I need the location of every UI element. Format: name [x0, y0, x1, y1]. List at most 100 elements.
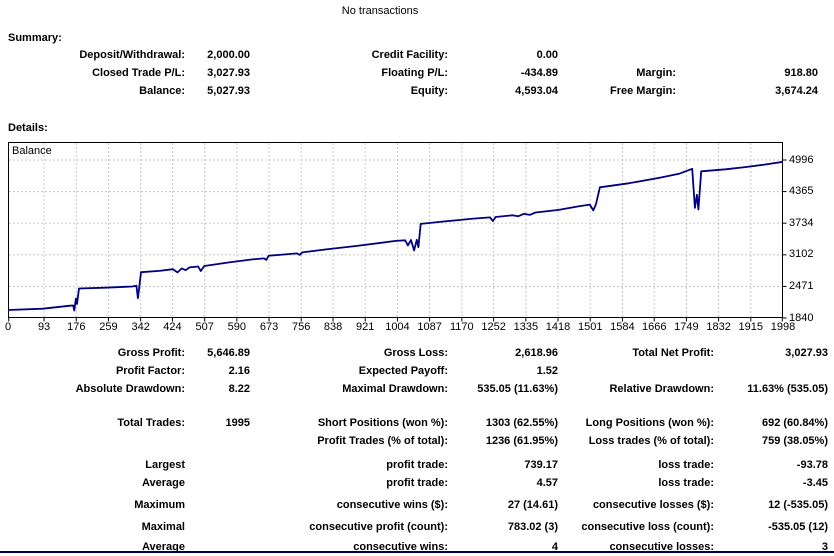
stat-value: 3,027.93: [207, 67, 250, 79]
stat-label: Largest: [145, 459, 185, 471]
stat-label: profit trade:: [386, 459, 448, 471]
stat-value: 1.52: [536, 365, 558, 377]
stat-value: 11.63% (535.05): [747, 383, 828, 395]
stat-label: Free Margin:: [609, 85, 676, 97]
no-transactions-message: No transactions: [341, 5, 419, 17]
stat-value: [185, 518, 250, 536]
stats-row: Profit Trades (% of total): 1236 (61.95%)…: [0, 432, 828, 450]
stats-row: Deposit/Withdrawal: 2,000.00 Credit Facili…: [0, 46, 818, 64]
stat-label: Margin:: [636, 67, 676, 79]
stat-value: 2.16: [228, 365, 250, 377]
x-tick-label: 1832: [706, 321, 731, 333]
stat-value: 2,618.96: [515, 347, 558, 359]
stat-value: -93.78: [796, 459, 828, 471]
stats-row: Maximum consecutive wins ($): 27 (14.61) co…: [0, 496, 828, 514]
plot-border: [8, 142, 783, 318]
summary-table: Deposit/Withdrawal: 2,000.00 Credit Facili…: [0, 46, 818, 100]
stat-value: -535.05 (12): [768, 521, 828, 533]
stat-label: Loss trades (% of total):: [588, 435, 714, 447]
y-tick-label: 4365: [789, 185, 814, 198]
stat-label: Balance:: [139, 85, 185, 97]
stats-row: Profit Factor: 2.16 Expected Payoff: 1.52: [0, 362, 828, 380]
details-heading: Details:: [8, 122, 48, 134]
stat-label: Equity:: [410, 85, 448, 97]
stat-value: 535.05 (11.63%): [477, 383, 558, 395]
stat-value: 2,000.00: [207, 49, 250, 61]
stat-label: loss trade:: [658, 477, 714, 489]
stat-value: [185, 496, 250, 514]
x-tick-label: 93: [37, 321, 51, 333]
stat-value: [185, 432, 250, 450]
stat-label: Total Net Profit:: [632, 347, 714, 359]
y-tick-label: 2471: [789, 279, 814, 292]
stat-value: [185, 474, 250, 492]
stat-value: 27 (14.61): [507, 499, 558, 511]
stat-label: consecutive losses ($):: [592, 499, 714, 511]
x-tick-label: 1915: [738, 321, 764, 333]
x-tick-label: 921: [356, 321, 375, 333]
x-tick-label: 1666: [641, 321, 667, 333]
stats-row: Balance: 5,027.93 Equity: 4,593.04 Free Marg…: [0, 82, 818, 100]
x-tick-label: 756: [292, 321, 311, 333]
stat-label: Credit Facility:: [371, 49, 448, 61]
chart-series-label: Balance: [12, 145, 52, 157]
x-tick-label: 1998: [770, 321, 796, 333]
stat-value: -434.89: [520, 67, 558, 79]
stats-row: Maximal consecutive profit (count): 783.02…: [0, 518, 828, 536]
stats-row: Total Trades: 1995 Short Positions (won %)…: [0, 414, 828, 432]
stat-label: Average: [141, 541, 185, 553]
y-tick-label: 4996: [789, 153, 814, 166]
stat-value: -3.45: [802, 477, 828, 489]
stat-value: 1995: [225, 417, 250, 429]
stat-value: 918.80: [784, 67, 818, 79]
stat-value: 3,027.93: [785, 347, 828, 359]
summary-heading: Summary:: [8, 32, 62, 44]
x-tick-label: 1087: [417, 321, 442, 333]
x-tick-label: 259: [99, 321, 118, 333]
x-tick-label: 1252: [481, 321, 506, 333]
stat-value: [185, 538, 250, 556]
stat-value: [714, 362, 828, 380]
stat-label: [0, 432, 185, 450]
balance-chart-plot: [7, 142, 787, 322]
balance-chart: [7, 142, 788, 323]
x-tick-label: 424: [163, 321, 182, 333]
stat-label: consecutive losses:: [609, 541, 714, 553]
stat-label: loss trade:: [658, 459, 714, 471]
stat-value: 4.57: [536, 477, 558, 489]
balance-line: [7, 160, 784, 312]
x-tick-label: 1004: [385, 321, 410, 333]
x-axis-labels: 0 93 176 259 342 424 507 590 673 756 838 921 1004 108…: [4, 321, 808, 334]
stat-label: [558, 46, 676, 64]
stat-label: Average: [141, 477, 185, 489]
x-tick-label: 176: [67, 321, 86, 333]
stat-label: Floating P/L:: [381, 67, 448, 79]
stats-row: Average profit trade: 4.57 loss trade: -3.45: [0, 474, 828, 492]
x-tick-label: 1501: [577, 321, 603, 333]
stat-label: Gross Profit:: [117, 347, 185, 359]
stat-label: Short Positions (won %):: [317, 417, 448, 429]
stat-label: Deposit/Withdrawal:: [79, 49, 185, 61]
x-tick-label: 1335: [513, 321, 539, 333]
stat-value: 4,593.04: [515, 85, 558, 97]
stat-label: Total Trades:: [117, 417, 185, 429]
stat-value: [185, 456, 250, 474]
stat-label: consecutive wins ($):: [336, 499, 448, 511]
x-tick-label: 1749: [674, 321, 699, 333]
stats-row: Largest profit trade: 739.17 loss trade: -93…: [0, 456, 828, 474]
stat-label: Maximum: [134, 499, 185, 511]
stats-row: Average consecutive wins: 4 consecutive los…: [0, 538, 828, 556]
stat-label: Profit Trades (% of total):: [317, 435, 448, 447]
y-axis-labels: 4996 4365 3734 3102 2471 1840: [789, 142, 834, 324]
stat-value: 0.00: [536, 49, 558, 61]
stat-value: 12 (-535.05): [768, 499, 828, 511]
stat-label: Maximal: [141, 521, 185, 533]
stat-label: consecutive wins:: [353, 541, 448, 553]
x-tick-label: 1418: [545, 321, 571, 333]
x-tick-label: 673: [259, 321, 279, 333]
stat-value: 783.02 (3): [507, 521, 558, 533]
x-tick-label: 0: [4, 321, 12, 333]
x-tick-label: 342: [131, 321, 150, 333]
stat-value: 759 (38.05%): [761, 435, 828, 447]
